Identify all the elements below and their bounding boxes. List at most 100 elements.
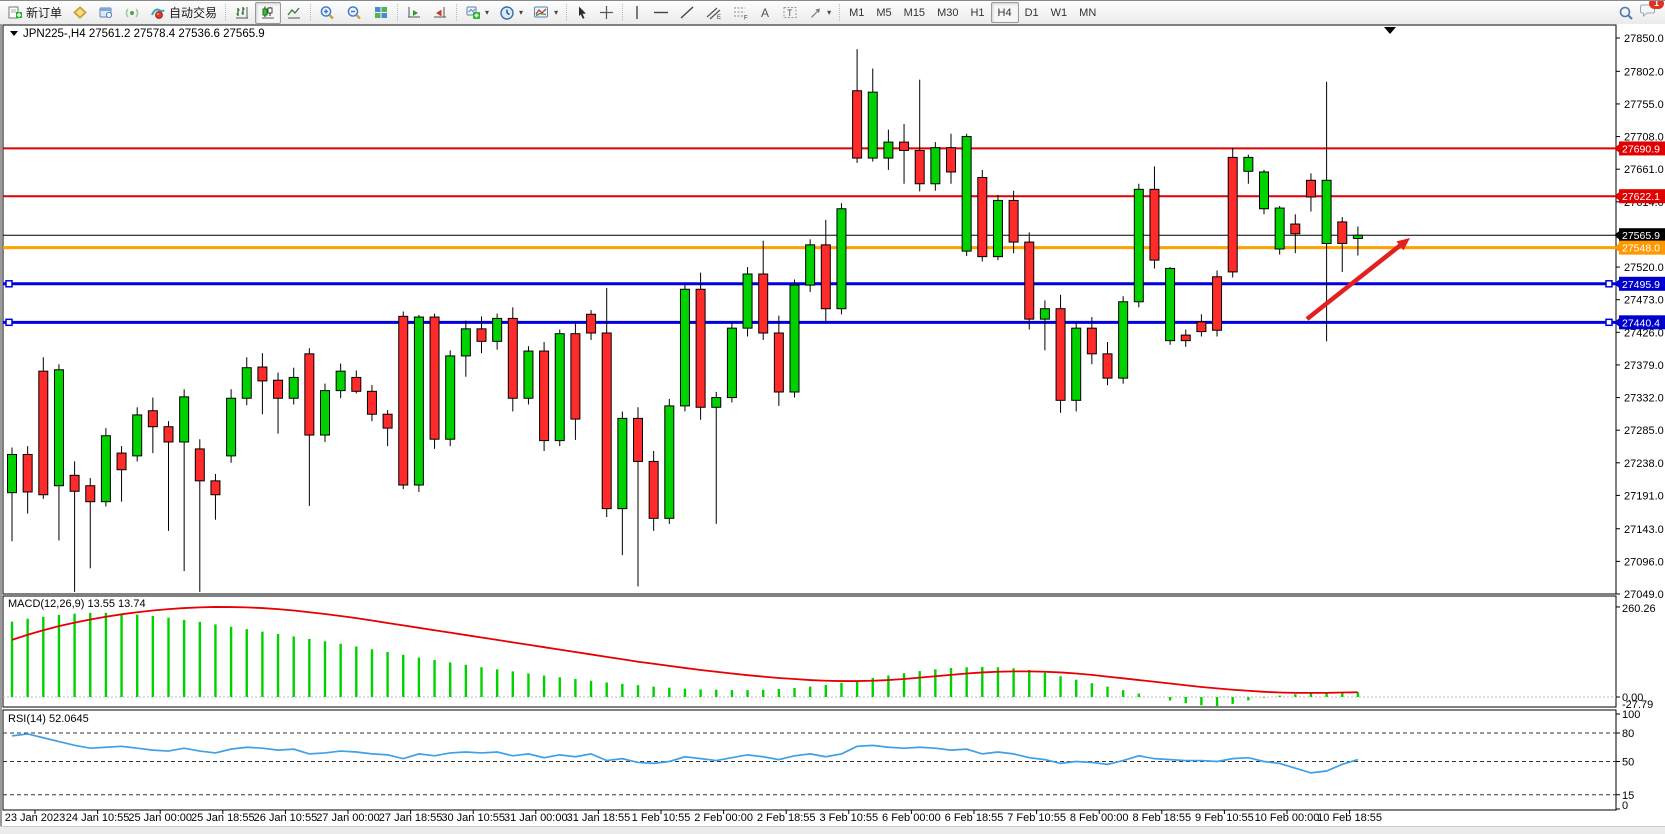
svg-text:27379.0: 27379.0 (1624, 360, 1664, 372)
price-badge (1619, 228, 1665, 243)
chart-shift-marker (1384, 27, 1396, 34)
crosshair-button[interactable] (594, 2, 619, 24)
periods-dropdown[interactable]: ▾ (494, 2, 528, 24)
time-label: 25 Jan 18:55 (191, 812, 255, 821)
auto-scroll-button[interactable] (427, 2, 453, 24)
new-order-button[interactable]: 新订单 (3, 2, 67, 24)
svg-text:27473.0: 27473.0 (1624, 295, 1664, 307)
terminal-window-icon (99, 7, 113, 19)
zoom-out-button[interactable] (341, 2, 368, 24)
trendline-button[interactable] (674, 2, 700, 24)
fibonacci-button[interactable]: F (727, 2, 754, 24)
timeframe-m15[interactable]: M15 (903, 6, 926, 19)
svg-text:27049.0: 27049.0 (1624, 589, 1664, 601)
time-label: 6 Feb 00:00 (882, 812, 941, 821)
separator (839, 4, 841, 21)
chart-container[interactable]: JPN225-,H4 27561.2 27578.4 27536.6 27565… (0, 24, 1665, 828)
tile-windows-icon (375, 7, 388, 18)
separator (566, 4, 568, 21)
price-badge (1619, 141, 1665, 156)
arrow-annotation (1305, 238, 1410, 321)
candle-chart-button[interactable] (255, 1, 282, 24)
chevron-down-icon: ▾ (554, 8, 559, 17)
new-chart-dropdown[interactable]: ▾ (460, 2, 494, 24)
tile-windows-button[interactable] (368, 2, 394, 24)
separator (225, 4, 227, 21)
clock-icon (500, 5, 514, 20)
macd-label: MACD(12,26,9) 13.55 13.74 (8, 598, 146, 610)
time-label: 27 Jan 00:00 (316, 812, 380, 821)
svg-text:27755.0: 27755.0 (1624, 99, 1664, 111)
text-label-icon: T (783, 7, 797, 18)
horizontal-line-button[interactable] (648, 2, 674, 24)
time-label: 27 Jan 18:55 (379, 812, 443, 821)
chart-canvas[interactable]: JPN225-,H4 27561.2 27578.4 27536.6 27565… (2, 24, 1665, 821)
vertical-line-icon (636, 6, 638, 19)
timeframe-m5[interactable]: M5 (876, 6, 892, 19)
separator (622, 4, 624, 21)
search-icon[interactable] (1618, 5, 1634, 21)
timeframe-m30[interactable]: M30 (937, 6, 959, 19)
rsi-line (11, 733, 1359, 774)
svg-text:50: 50 (1622, 757, 1634, 769)
svg-text:27495.9: 27495.9 (1622, 279, 1660, 291)
svg-text:27708.0: 27708.0 (1624, 132, 1664, 144)
label-tool-button[interactable]: T (777, 2, 803, 24)
svg-text:27802.0: 27802.0 (1624, 66, 1664, 78)
channel-button[interactable]: E (700, 2, 727, 24)
time-label: 24 Jan 10:55 (66, 812, 130, 821)
timeframe-w1[interactable]: W1 (1050, 6, 1068, 19)
line-chart-button[interactable] (281, 2, 307, 24)
gold-button[interactable] (67, 2, 93, 24)
svg-text:27690.9: 27690.9 (1622, 143, 1660, 155)
price-badge (1619, 315, 1665, 330)
terminal-button[interactable] (93, 2, 119, 24)
vertical-line-button[interactable] (626, 2, 648, 24)
svg-text:-27.79: -27.79 (1622, 699, 1653, 711)
svg-text:0: 0 (1622, 800, 1628, 812)
autotrade-button[interactable]: 自动交易 (145, 2, 222, 24)
time-label: 26 Jan 10:55 (254, 812, 318, 821)
timeframe-mn[interactable]: MN (1079, 6, 1097, 19)
time-label: 31 Jan 18:55 (567, 812, 631, 821)
svg-text:15: 15 (1622, 790, 1634, 802)
notifications-button[interactable]: 1 (1640, 1, 1664, 23)
cursor-button[interactable] (570, 2, 594, 24)
macd-pane-layer: MACD(12,26,9) 13.55 13.74 (3, 598, 1616, 706)
trendline-icon (680, 6, 694, 19)
time-label: 6 Feb 18:55 (945, 812, 1004, 821)
time-label: 8 Feb 18:55 (1132, 812, 1191, 821)
text-a-icon: A (761, 6, 769, 20)
svg-text:27520.0: 27520.0 (1624, 262, 1664, 274)
timeframe-d1[interactable]: D1 (1024, 6, 1039, 19)
svg-text:27548.0: 27548.0 (1622, 243, 1660, 255)
signal-button[interactable] (119, 2, 145, 24)
indicators-dropdown[interactable]: ▾ (528, 2, 563, 24)
text-tool-button[interactable]: A (754, 2, 777, 24)
time-label: 2 Feb 00:00 (694, 812, 753, 821)
time-label: 25 Jan 00:00 (128, 812, 192, 821)
timeframe-h1[interactable]: H1 (970, 6, 985, 19)
new-order-icon (8, 6, 22, 19)
line-chart-icon (287, 7, 301, 19)
arrows-tool-dropdown[interactable]: ▾ (803, 2, 836, 24)
svg-text:27850.0: 27850.0 (1624, 33, 1664, 45)
timeframe-m1[interactable]: M1 (849, 6, 865, 19)
svg-text:100: 100 (1622, 709, 1640, 721)
indicators-icon (534, 6, 549, 18)
svg-text:27426.0: 27426.0 (1624, 327, 1664, 339)
autotrade-label: 自动交易 (169, 6, 218, 20)
zoom-in-button[interactable] (314, 2, 341, 24)
chart-shift-button[interactable] (401, 2, 427, 24)
svg-text:27565.9: 27565.9 (1622, 230, 1660, 242)
time-label: 7 Feb 10:55 (1007, 812, 1066, 821)
new-chart-icon (466, 6, 481, 19)
macd-signal-line (11, 606, 1358, 694)
crosshair-icon (600, 6, 614, 19)
line-handle (1605, 318, 1613, 327)
svg-text:27661.0: 27661.0 (1624, 164, 1664, 176)
bar-chart-button[interactable] (229, 2, 255, 24)
timeframe-h4[interactable]: H4 (990, 2, 1019, 23)
status-bar (0, 826, 1665, 834)
